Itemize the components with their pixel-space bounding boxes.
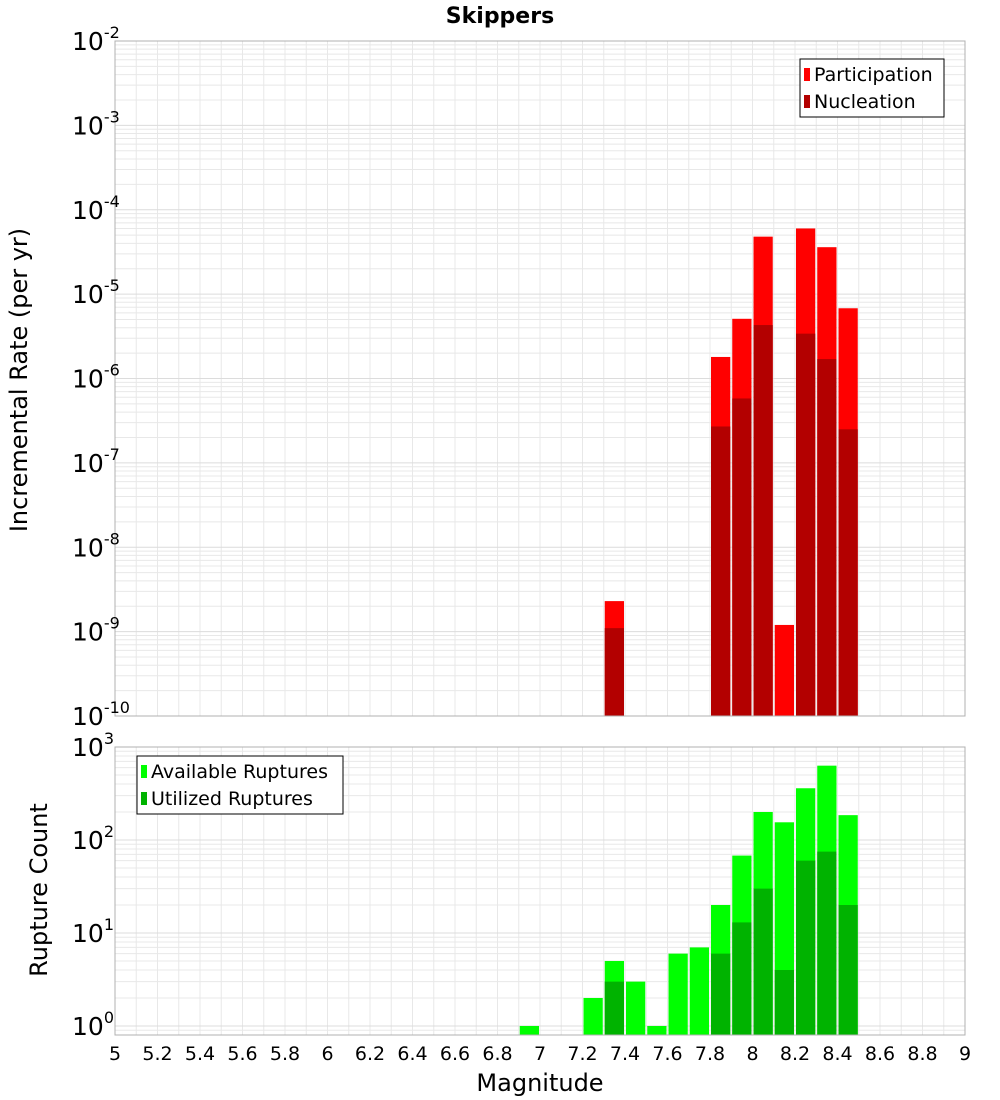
top-bar-series2 — [838, 429, 858, 716]
top-y-tick-label: 10-10 — [72, 698, 130, 731]
bottom-y-tick-label: 100 — [72, 1008, 114, 1041]
bottom-bar-series2 — [753, 888, 773, 1035]
bottom-legend-label: Utilized Ruptures — [151, 788, 313, 810]
top-y-tick-label: 10-9 — [72, 614, 120, 647]
top-plot-frame — [114, 40, 966, 717]
bottom-bar-series2 — [604, 981, 624, 1035]
x-tick-label: 7.8 — [695, 1043, 725, 1065]
top-bar-series2 — [796, 333, 816, 716]
bottom-bar-series1 — [668, 953, 688, 1035]
bottom-y-axis-label: Rupture Count — [25, 803, 53, 977]
top-bar-series2 — [753, 325, 773, 716]
bottom-plot-frame — [114, 746, 966, 1036]
x-tick-label: 8.4 — [822, 1043, 852, 1065]
x-tick-label: 5.2 — [142, 1043, 172, 1065]
x-tick-label: 8 — [746, 1043, 758, 1065]
bottom-bar-series2 — [732, 922, 752, 1035]
x-tick-label: 8.6 — [865, 1043, 895, 1065]
top-y-tick-label: 10-6 — [72, 361, 120, 394]
top-bar-series1 — [774, 624, 794, 716]
bottom-legend-swatch — [141, 792, 147, 805]
x-tick-label: 5 — [109, 1043, 121, 1065]
bottom-legend-swatch — [141, 765, 147, 778]
bottom-bar-series1 — [519, 1025, 539, 1035]
top-bar-series2 — [732, 398, 752, 716]
x-tick-label: 5.4 — [185, 1043, 215, 1065]
top-bar-series2 — [604, 628, 624, 716]
bottom-bar-series2 — [774, 969, 794, 1035]
bottom-bar-series1 — [647, 1025, 667, 1035]
x-tick-label: 8.2 — [780, 1043, 810, 1065]
bottom-y-tick-label: 102 — [72, 822, 114, 855]
x-tick-label: 6.4 — [397, 1043, 427, 1065]
top-plot-area: 10-2 10-3 10-4 10-5 10-6 10-7 10-8 10-9 10-10 Par… — [72, 23, 966, 731]
bottom-bar-series2 — [711, 953, 731, 1035]
top-y-tick-label: 10-7 — [72, 445, 120, 478]
top-y-tick-label: 10-8 — [72, 529, 120, 562]
x-tick-label: 6.8 — [482, 1043, 512, 1065]
chart-title: Skippers — [446, 4, 554, 29]
bottom-bar-series1 — [689, 947, 709, 1035]
x-tick-label: 7.4 — [610, 1043, 640, 1065]
x-tick-label: 8.8 — [907, 1043, 937, 1065]
bottom-bar-series1 — [626, 981, 646, 1035]
x-tick-label: 7.2 — [567, 1043, 597, 1065]
x-tick-label: 9 — [959, 1043, 971, 1065]
x-tick-label: 6.2 — [355, 1043, 385, 1065]
top-y-axis-label: Incremental Rate (per yr) — [5, 228, 33, 532]
bottom-bar-series1 — [583, 997, 603, 1035]
x-axis-label: Magnitude — [476, 1069, 603, 1097]
x-tick-label: 7.6 — [652, 1043, 682, 1065]
top-bar-series2 — [817, 359, 837, 716]
x-tick-label: 5.6 — [227, 1043, 257, 1065]
top-bar-series2 — [711, 426, 731, 716]
bottom-y-tick-label: 103 — [72, 729, 114, 762]
x-tick-label: 7 — [534, 1043, 546, 1065]
bottom-bar-series2 — [796, 860, 816, 1035]
x-tick-label: 5.8 — [270, 1043, 300, 1065]
top-legend-swatch — [804, 68, 810, 81]
top-y-tick-label: 10-2 — [72, 23, 120, 56]
top-y-tick-label: 10-4 — [72, 192, 120, 225]
bottom-bar-series2 — [817, 851, 837, 1035]
top-legend-swatch — [804, 95, 810, 108]
bottom-plot-area: 103 102 101 100 Available Ruptures Utilized R… — [72, 729, 966, 1041]
x-tick-label: 6.6 — [440, 1043, 470, 1065]
bottom-bar-series2 — [838, 904, 858, 1035]
top-y-tick-label: 10-3 — [72, 107, 120, 140]
top-legend-box — [799, 58, 945, 118]
bottom-y-tick-label: 101 — [72, 915, 114, 948]
bottom-legend-box — [136, 755, 344, 815]
top-legend-label: Nucleation — [814, 91, 916, 113]
top-legend-label: Participation — [814, 64, 933, 86]
top-y-tick-label: 10-5 — [72, 276, 120, 309]
x-tick-label: 6 — [321, 1043, 333, 1065]
bottom-legend-label: Available Ruptures — [151, 761, 328, 783]
